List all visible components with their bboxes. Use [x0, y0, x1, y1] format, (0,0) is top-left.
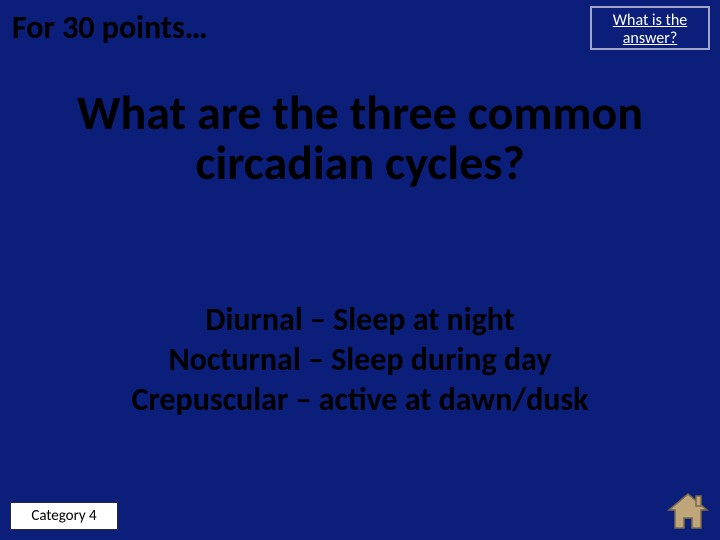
- answer-text: Diurnal – Sleep at night Nocturnal – Sle…: [0, 300, 720, 420]
- answer-line3: Crepuscular – active at dawn/dusk: [131, 380, 588, 419]
- question-line2: circadian cycles?: [195, 133, 524, 192]
- category-button[interactable]: Category 4: [10, 502, 118, 530]
- home-icon: [666, 492, 710, 532]
- game-slide: For 30 points… What is the answer? What …: [0, 0, 720, 540]
- points-label: For 30 points…: [12, 8, 208, 47]
- answer-button-line2: answer?: [623, 29, 678, 48]
- question-text: What are the three common circadian cycl…: [0, 88, 720, 189]
- home-button[interactable]: [666, 492, 710, 532]
- answer-line2: Nocturnal – Sleep during day: [169, 340, 552, 379]
- reveal-answer-button[interactable]: What is the answer?: [590, 6, 710, 50]
- answer-line1: Diurnal – Sleep at night: [205, 300, 514, 339]
- answer-button-line1: What is the: [613, 11, 687, 30]
